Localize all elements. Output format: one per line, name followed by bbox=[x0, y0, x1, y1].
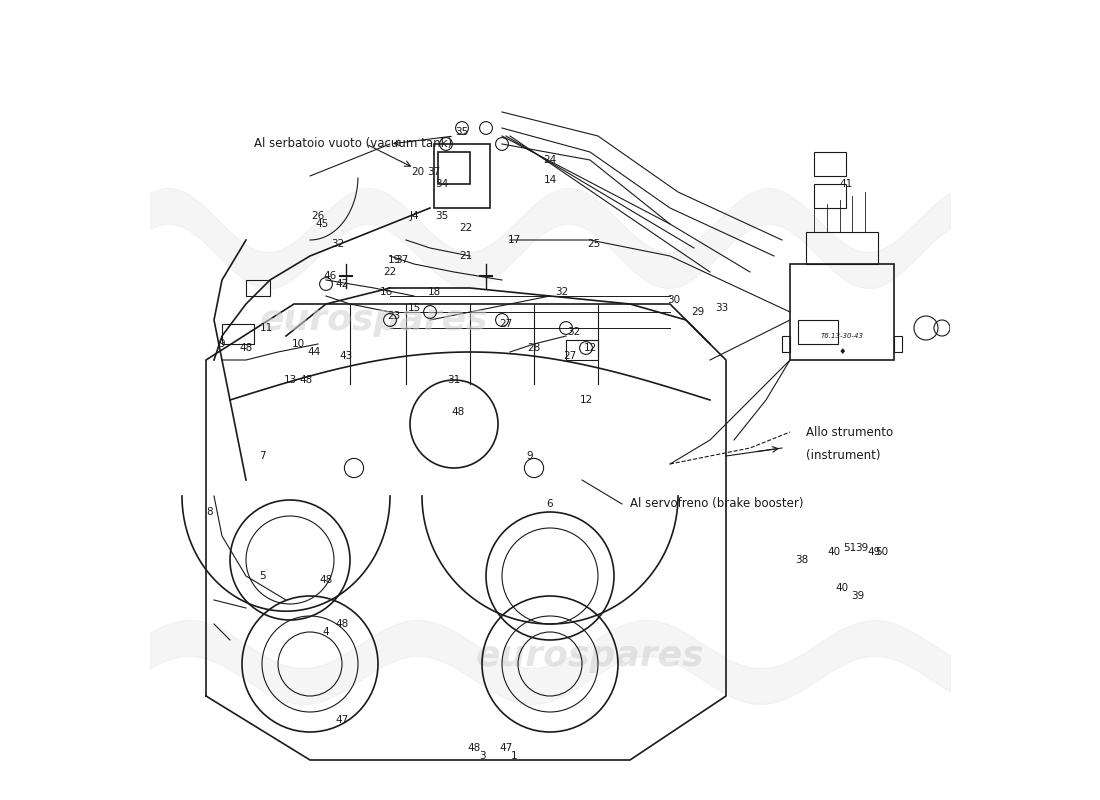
Bar bbox=[782, 336, 790, 352]
Text: 15: 15 bbox=[407, 303, 420, 313]
Text: 40: 40 bbox=[827, 547, 840, 557]
Text: 16: 16 bbox=[379, 287, 393, 297]
Text: 47: 47 bbox=[499, 743, 513, 753]
Text: 17: 17 bbox=[507, 235, 520, 245]
Text: 1: 1 bbox=[510, 751, 517, 761]
Text: 22: 22 bbox=[384, 267, 397, 277]
Text: 8: 8 bbox=[207, 507, 213, 517]
Text: 5: 5 bbox=[258, 571, 265, 581]
Text: 28: 28 bbox=[527, 343, 540, 353]
Text: 39: 39 bbox=[851, 591, 865, 601]
Text: 31: 31 bbox=[448, 375, 461, 385]
Bar bbox=[798, 320, 838, 344]
Text: 41: 41 bbox=[839, 179, 853, 189]
Text: 18: 18 bbox=[428, 287, 441, 297]
Text: 46: 46 bbox=[323, 271, 337, 281]
Text: 30: 30 bbox=[668, 295, 681, 305]
Text: ♦: ♦ bbox=[838, 347, 846, 357]
Text: 25: 25 bbox=[587, 239, 601, 249]
Text: 24: 24 bbox=[543, 155, 557, 165]
Text: J4: J4 bbox=[409, 211, 419, 221]
Text: 3: 3 bbox=[478, 751, 485, 761]
Text: 22: 22 bbox=[460, 223, 473, 233]
Text: Τ6.13-30-43: Τ6.13-30-43 bbox=[821, 333, 864, 339]
Text: 21: 21 bbox=[460, 251, 473, 261]
Text: Allo strumento: Allo strumento bbox=[806, 426, 893, 438]
Text: 10: 10 bbox=[292, 339, 305, 349]
Text: 23: 23 bbox=[387, 311, 400, 321]
Text: 39: 39 bbox=[856, 543, 869, 553]
Bar bbox=[434, 144, 490, 208]
Text: 45: 45 bbox=[316, 219, 329, 229]
Text: 37: 37 bbox=[395, 255, 408, 265]
Text: 38: 38 bbox=[795, 555, 808, 565]
Text: 47: 47 bbox=[336, 715, 349, 725]
Text: 9: 9 bbox=[527, 451, 534, 461]
Text: 51: 51 bbox=[844, 543, 857, 553]
Text: 14: 14 bbox=[543, 175, 557, 185]
Text: 48: 48 bbox=[319, 575, 332, 585]
Bar bbox=[894, 336, 902, 352]
Bar bbox=[806, 232, 878, 264]
Text: 48: 48 bbox=[299, 375, 312, 385]
Text: eurospares: eurospares bbox=[475, 639, 704, 673]
Text: 9: 9 bbox=[219, 339, 225, 349]
Bar bbox=[790, 264, 894, 360]
Text: 27: 27 bbox=[563, 351, 576, 361]
Text: 48: 48 bbox=[451, 407, 464, 417]
Text: 48: 48 bbox=[240, 343, 253, 353]
Text: 32: 32 bbox=[331, 239, 344, 249]
Text: 13: 13 bbox=[284, 375, 297, 385]
Text: 37: 37 bbox=[428, 167, 441, 177]
Text: 26: 26 bbox=[311, 211, 324, 221]
Bar bbox=[814, 152, 846, 176]
Text: 19: 19 bbox=[387, 255, 400, 265]
Text: 27: 27 bbox=[499, 319, 513, 329]
Text: 48: 48 bbox=[468, 743, 481, 753]
Text: 35: 35 bbox=[436, 211, 449, 221]
Text: 35: 35 bbox=[455, 127, 469, 137]
Text: 4: 4 bbox=[322, 627, 329, 637]
Text: 6: 6 bbox=[547, 499, 553, 509]
Bar bbox=[438, 152, 470, 184]
Text: 44: 44 bbox=[307, 347, 320, 357]
Text: 42: 42 bbox=[336, 279, 349, 289]
Text: 48: 48 bbox=[336, 619, 349, 629]
Text: 40: 40 bbox=[835, 583, 848, 593]
Text: 11: 11 bbox=[260, 323, 273, 333]
Text: 43: 43 bbox=[340, 351, 353, 361]
Text: 33: 33 bbox=[715, 303, 728, 313]
Text: Al servofreno (brake booster): Al servofreno (brake booster) bbox=[630, 498, 803, 510]
Text: 32: 32 bbox=[568, 327, 581, 337]
Text: 7: 7 bbox=[258, 451, 265, 461]
Text: 50: 50 bbox=[876, 547, 889, 557]
Text: 49: 49 bbox=[868, 547, 881, 557]
Bar bbox=[222, 324, 254, 344]
Bar bbox=[814, 184, 846, 208]
Text: 29: 29 bbox=[692, 307, 705, 317]
Text: 20: 20 bbox=[411, 167, 425, 177]
Text: 32: 32 bbox=[556, 287, 569, 297]
Bar bbox=[246, 280, 270, 296]
Text: (instrument): (instrument) bbox=[806, 450, 880, 462]
Text: 12: 12 bbox=[583, 343, 596, 353]
Text: Al serbatoio vuoto (vacuum tank): Al serbatoio vuoto (vacuum tank) bbox=[254, 138, 452, 150]
Text: 12: 12 bbox=[580, 395, 593, 405]
Bar bbox=[566, 340, 598, 360]
Text: 34: 34 bbox=[436, 179, 449, 189]
Text: eurospares: eurospares bbox=[260, 303, 488, 337]
